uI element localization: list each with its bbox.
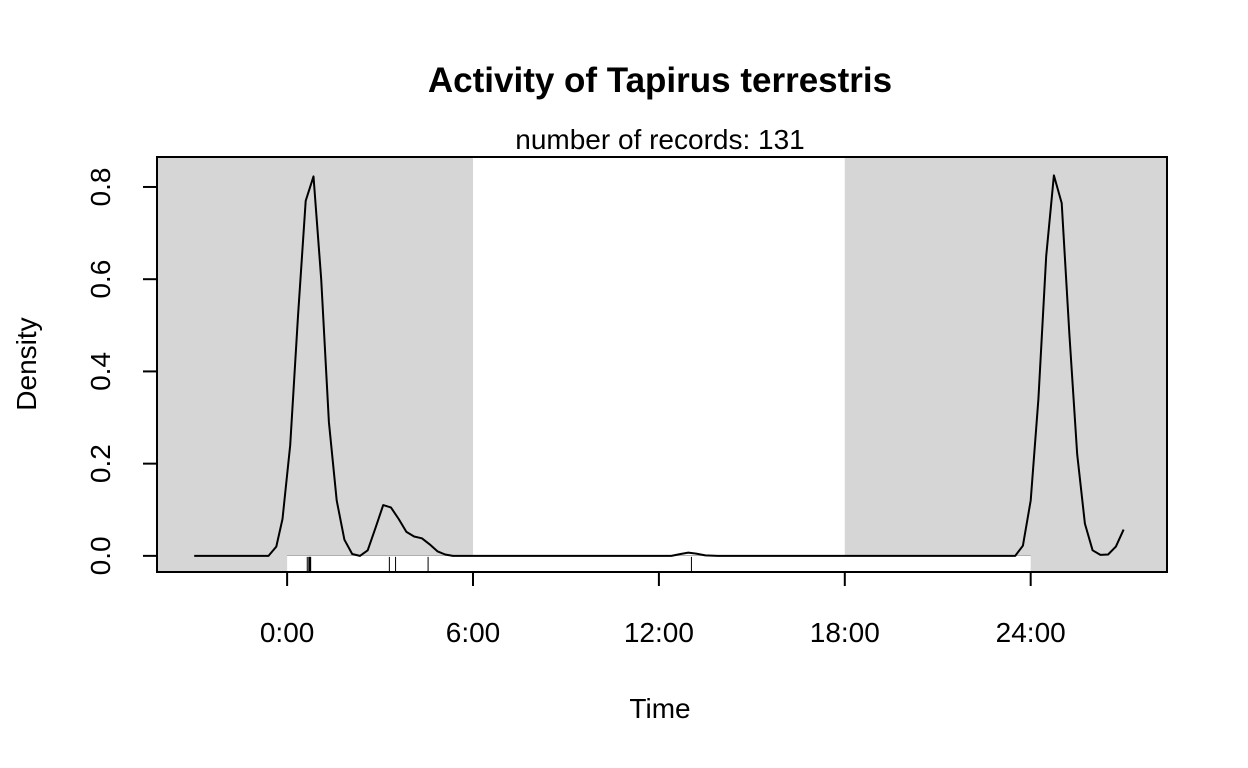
night-band-1	[844, 157, 1167, 572]
x-tick-label-1: 6:00	[446, 617, 501, 648]
rug-marks	[287, 555, 1031, 571]
y-tick-label-2: 0.4	[85, 352, 116, 391]
y-tick-label-4: 0.8	[85, 168, 116, 207]
night-shading	[157, 157, 1167, 572]
x-tick-label-2: 12:00	[624, 617, 694, 648]
y-tick-label-3: 0.6	[85, 260, 116, 299]
x-axis-label: Time	[629, 693, 690, 724]
x-tick-label-4: 24:00	[996, 617, 1066, 648]
density-series	[194, 174, 1125, 557]
density-line-0	[194, 174, 1125, 557]
y-tick-label-0: 0.0	[85, 536, 116, 575]
night-band-0	[157, 157, 474, 572]
rug-strip	[287, 555, 1031, 571]
x-tick-label-0: 0:00	[260, 617, 315, 648]
x-tick-label-3: 18:00	[810, 617, 880, 648]
chart-title: Activity of Tapirus terrestris	[428, 61, 892, 100]
y-tick-label-1: 0.2	[85, 444, 116, 483]
y-axis-label: Density	[11, 317, 42, 410]
chart-subtitle: number of records: 131	[515, 124, 805, 155]
x-axis: 0:00 6:00 12:00 18:00 24:00	[260, 571, 1066, 648]
y-axis: 0.0 0.2 0.4 0.6 0.8	[85, 168, 158, 575]
